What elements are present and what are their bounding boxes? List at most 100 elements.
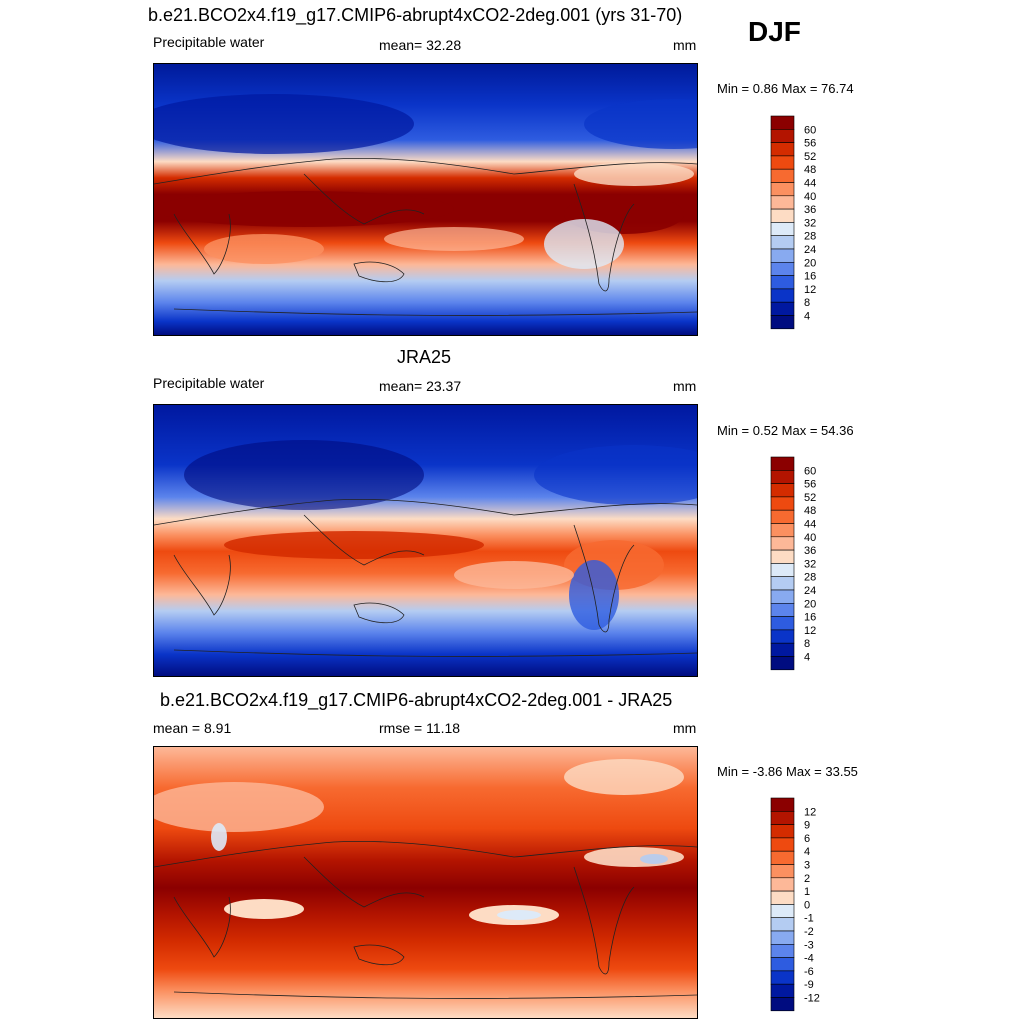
panel-3-title: b.e21.BCO2x4.f19_g17.CMIP6-abrupt4xCO2-2… [160,690,673,710]
colorbar-swatch [770,656,795,671]
colorbar-tick-label: 40 [804,532,816,544]
colorbar-tick-label: 56 [804,138,816,150]
colorbar-tick-label: 4 [804,311,810,323]
colorbar-tick-label: 24 [804,585,816,597]
colorbar-tick-label: 48 [804,164,816,176]
colorbar-swatch [770,235,795,250]
colorbar-swatch [770,155,795,170]
colorbar-tick-label: 28 [804,231,816,243]
colorbar-swatch [770,864,795,879]
panel-1-units-label: mm [673,37,697,53]
colorbar-swatch [770,208,795,223]
colorbar-tick-label: 12 [804,284,816,296]
colorbar-tick-label: 9 [804,820,810,832]
colorbar-tick-label: -1 [804,913,814,925]
colorbar-tick-label: 28 [804,572,816,584]
colorbar-swatch [770,509,795,524]
colorbar-swatch [770,797,795,812]
panel-2-title: JRA25 [397,347,452,367]
panel-1-map [153,63,698,336]
colorbar-tick-label: 48 [804,505,816,517]
colorbar-swatch [770,262,795,276]
colorbar-swatch [770,182,795,197]
colorbar-tick-label: -12 [804,993,820,1005]
panel-1-variable-label: Precipitable water [153,34,265,50]
colorbar-tick-label: 16 [804,612,816,624]
colorbar-tick-label: 4 [804,652,810,664]
colorbar-swatch [770,603,795,617]
colorbar-swatch [770,629,795,644]
colorbar-tick-label: 44 [804,178,816,190]
colorbar-tick-label: 32 [804,217,816,229]
season-label: DJF [748,16,801,47]
panel-2-colorbar: 60 56 52 48 44 40 36 32 28 24 20 16 12 8 4 [770,456,830,676]
colorbar-swatch [770,456,795,471]
colorbar-swatch [770,168,795,183]
colorbar-tick-label: -3 [804,939,814,951]
colorbar-tick-label: -4 [804,953,814,965]
colorbar-swatch [770,496,795,511]
colorbar-tick-label: 32 [804,558,816,570]
colorbar-swatch [770,642,795,657]
colorbar-tick-label: 3 [804,860,810,872]
colorbar-swatch [770,142,795,157]
colorbar-swatch [770,288,795,303]
colorbar-swatch [770,904,795,919]
panel-3-mean-label: mean = 8.91 [153,720,232,736]
colorbar-tick-label: 36 [804,204,816,216]
panel-1-minmax: Min = 0.86 Max = 76.74 [717,81,854,96]
colorbar-swatch [770,890,795,905]
colorbar-swatch [770,837,795,852]
colorbar-swatch [770,549,795,564]
colorbar-swatch [770,301,795,316]
colorbar-tick-label: 2 [804,873,810,885]
colorbar-tick-label: 6 [804,833,810,845]
colorbar-tick-label: 8 [804,638,810,650]
colorbar-tick-label: 60 [804,124,816,136]
panel-3-map [153,746,698,1019]
panel-2-variable-label: Precipitable water [153,375,265,391]
colorbar-swatch [770,115,795,130]
panel-1-title: b.e21.BCO2x4.f19_g17.CMIP6-abrupt4xCO2-2… [148,5,683,25]
colorbar-swatch [770,483,795,498]
colorbar-swatch [770,275,795,290]
colorbar-swatch [770,957,795,972]
colorbar-swatch [770,824,795,839]
colorbar-tick-label: 12 [804,625,816,637]
colorbar-swatch [770,877,795,892]
colorbar-tick-label: -2 [804,926,814,938]
colorbar-swatch [770,563,795,578]
colorbar-swatch [770,536,795,551]
colorbar-tick-label: 1 [804,886,810,898]
panel-2-map [153,404,698,677]
colorbar-swatch [770,850,795,865]
panel-3-minmax: Min = -3.86 Max = 33.55 [717,764,858,779]
colorbar-tick-label: 20 [804,257,816,269]
colorbar-tick-label: 52 [804,492,816,504]
colorbar-tick-label: -9 [804,979,814,991]
colorbar-tick-label: 8 [804,297,810,309]
panel-1-colorbar: 60 56 52 48 44 40 36 32 28 24 20 16 12 8 4 [770,115,830,335]
colorbar-swatch [770,944,795,958]
colorbar-swatch [770,917,795,932]
colorbar-swatch [770,195,795,210]
colorbar-swatch [770,470,795,484]
colorbar-swatch [770,315,795,330]
colorbar-tick-label: 4 [804,846,810,858]
colorbar-swatch [770,129,795,143]
colorbar-tick-label: 52 [804,151,816,163]
colorbar-tick-label: 12 [804,806,816,818]
colorbar-tick-label: 24 [804,244,816,256]
colorbar-swatch [770,589,795,604]
colorbar-tick-label: 44 [804,519,816,531]
colorbar-swatch [770,576,795,591]
panel-3-units-label: mm [673,720,697,736]
panel-1-mean-label: mean= 32.28 [379,37,462,53]
colorbar-swatch [770,523,795,538]
colorbar-swatch [770,997,795,1012]
panel-2-mean-label: mean= 23.37 [379,378,462,394]
colorbar-swatch [770,930,795,945]
panel-3-rmse-label: rmse = 11.18 [379,720,461,736]
colorbar-tick-label: 16 [804,271,816,283]
colorbar-swatch [770,811,795,825]
